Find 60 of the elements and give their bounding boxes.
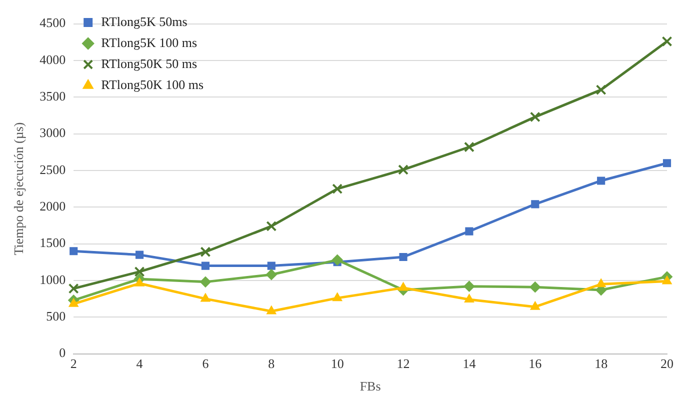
- point: [201, 262, 210, 270]
- point: [200, 246, 211, 258]
- x-tick-label: 18: [594, 356, 608, 372]
- y-tick-label: 0: [59, 345, 66, 360]
- y-tick-label: 2000: [40, 198, 66, 214]
- legend-label: RTlong50K 50 ms: [101, 56, 198, 71]
- x-tick-label: 12: [396, 356, 410, 372]
- point: [464, 280, 475, 292]
- x-tick-label: 6: [202, 356, 210, 372]
- point: [662, 36, 672, 47]
- point: [596, 278, 606, 288]
- point: [398, 164, 409, 175]
- point: [136, 250, 144, 259]
- x-tick-label: 16: [528, 356, 542, 372]
- point: [267, 262, 276, 270]
- x-tick-label: 8: [268, 356, 275, 372]
- x-tick-label: 4: [136, 356, 144, 372]
- point: [200, 276, 211, 288]
- point: [398, 282, 408, 291]
- point: [266, 306, 276, 314]
- point: [332, 292, 342, 302]
- legend-label: RTlong5K 50ms: [101, 14, 188, 29]
- y-axis-title: Tiempo de ejecución (µs): [11, 122, 26, 256]
- point: [68, 298, 78, 307]
- point: [68, 283, 79, 294]
- point: [200, 293, 210, 302]
- point: [662, 159, 672, 168]
- y-tick-label: 3500: [40, 88, 66, 104]
- point: [332, 184, 343, 194]
- y-tick-label: 4500: [40, 15, 66, 30]
- point: [465, 227, 474, 236]
- point: [399, 252, 408, 262]
- point: [134, 266, 145, 277]
- y-tick-label: 3000: [40, 125, 66, 140]
- point: [530, 282, 541, 293]
- point: [596, 84, 606, 96]
- point: [464, 142, 474, 152]
- legend-label: RTlong5K 100 ms: [101, 34, 198, 50]
- x-axis-title: FBs: [360, 378, 381, 394]
- point: [464, 294, 474, 303]
- point: [70, 247, 78, 256]
- y-tick-label: 1000: [40, 272, 66, 287]
- x-tick-label: 10: [330, 356, 344, 372]
- y-tick-label: 4000: [40, 52, 66, 67]
- y-tick-label: 1500: [40, 235, 66, 250]
- point: [134, 278, 144, 286]
- y-tick-label: 500: [46, 308, 66, 324]
- x-tick-label: 2: [70, 356, 77, 372]
- point: [266, 269, 277, 280]
- point: [266, 220, 277, 232]
- y-tick-label: 2500: [40, 162, 66, 177]
- point: [530, 301, 540, 310]
- legend-label: RTlong50K 100 ms: [101, 76, 204, 92]
- x-tick-label: 20: [660, 356, 674, 372]
- point: [531, 200, 540, 208]
- point: [662, 276, 672, 284]
- point: [597, 176, 606, 185]
- point: [530, 112, 540, 122]
- x-tick-label: 14: [462, 356, 476, 372]
- point: [332, 254, 343, 266]
